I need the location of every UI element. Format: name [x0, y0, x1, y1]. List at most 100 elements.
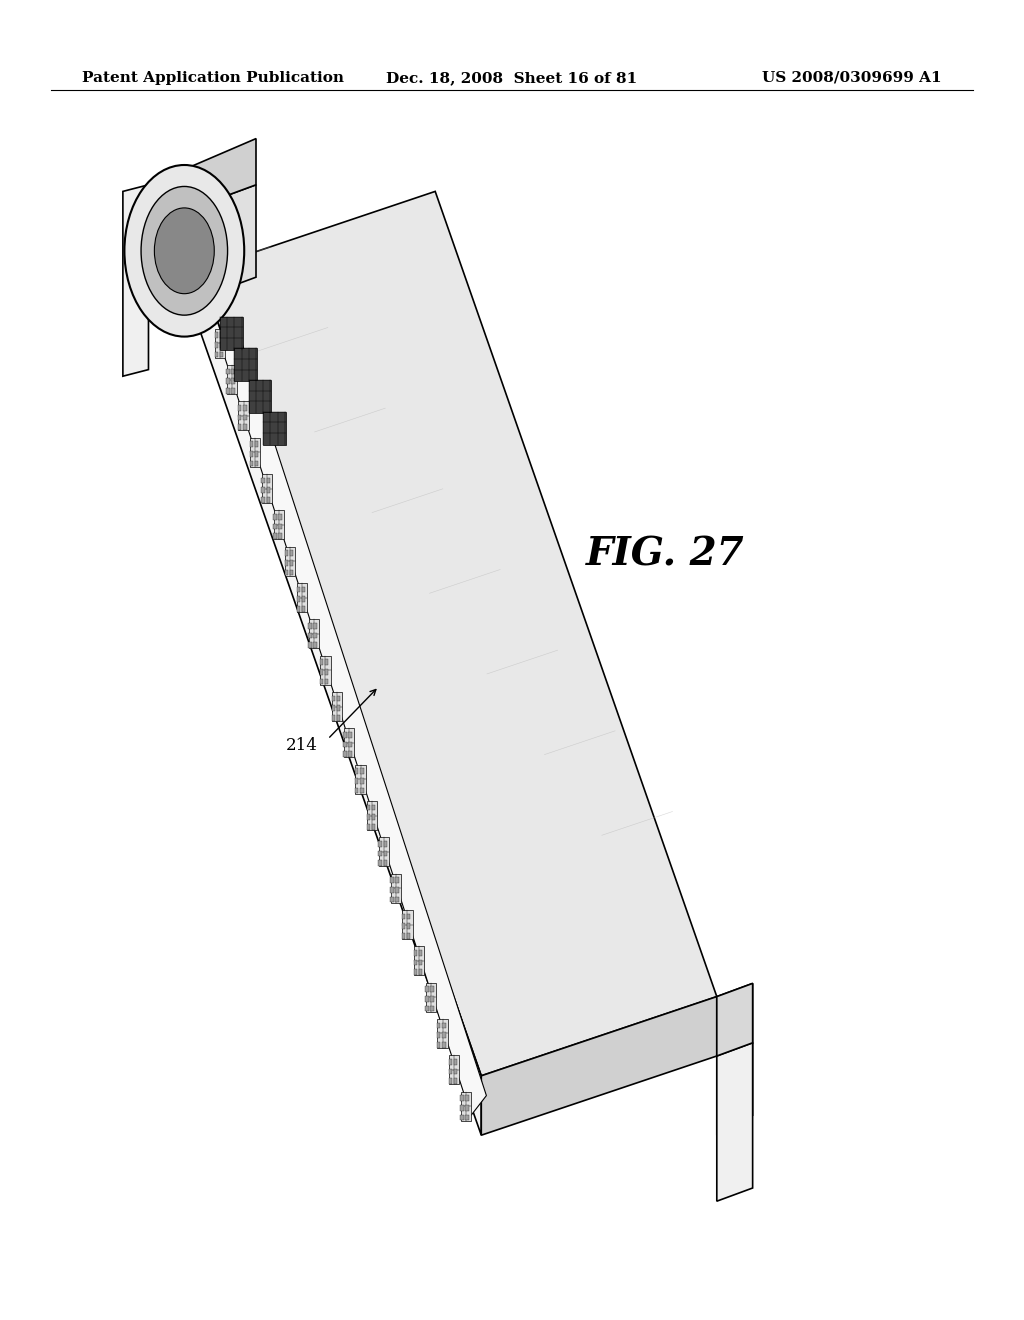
Polygon shape [332, 696, 335, 701]
Polygon shape [402, 909, 413, 939]
Polygon shape [348, 731, 352, 738]
Polygon shape [332, 715, 335, 721]
Ellipse shape [125, 165, 244, 337]
Polygon shape [407, 913, 411, 919]
Polygon shape [348, 742, 352, 747]
Polygon shape [313, 623, 316, 628]
Polygon shape [273, 511, 284, 540]
Polygon shape [449, 1078, 452, 1084]
Polygon shape [461, 1092, 471, 1121]
Text: US 2008/0309699 A1: US 2008/0309699 A1 [763, 71, 942, 84]
Polygon shape [266, 487, 270, 494]
Polygon shape [308, 632, 311, 639]
Polygon shape [148, 185, 256, 317]
Polygon shape [419, 960, 422, 965]
Polygon shape [419, 950, 422, 956]
Polygon shape [384, 861, 387, 866]
Polygon shape [407, 933, 411, 939]
Polygon shape [419, 969, 422, 975]
Polygon shape [442, 1023, 445, 1028]
Polygon shape [308, 623, 311, 628]
Polygon shape [466, 1105, 469, 1110]
Polygon shape [437, 1041, 440, 1048]
Polygon shape [243, 414, 247, 420]
Polygon shape [717, 1043, 753, 1201]
Polygon shape [266, 478, 270, 483]
Polygon shape [123, 185, 148, 376]
Polygon shape [425, 995, 429, 1002]
Polygon shape [302, 606, 305, 611]
Polygon shape [390, 887, 393, 892]
Polygon shape [325, 669, 329, 675]
Polygon shape [390, 878, 393, 883]
Polygon shape [442, 1041, 445, 1048]
Polygon shape [279, 513, 282, 520]
Polygon shape [437, 1019, 447, 1048]
Polygon shape [215, 333, 218, 338]
Polygon shape [360, 788, 364, 793]
Polygon shape [461, 1096, 464, 1101]
Polygon shape [395, 887, 398, 892]
Polygon shape [401, 933, 406, 939]
Polygon shape [466, 1114, 469, 1121]
Polygon shape [234, 348, 257, 381]
Polygon shape [220, 333, 223, 338]
Polygon shape [401, 913, 406, 919]
Polygon shape [401, 923, 406, 929]
Polygon shape [226, 368, 229, 375]
Polygon shape [290, 550, 293, 556]
Polygon shape [238, 414, 242, 420]
Polygon shape [367, 824, 370, 830]
Polygon shape [454, 1059, 457, 1065]
Polygon shape [379, 841, 382, 846]
Polygon shape [454, 1078, 457, 1084]
Polygon shape [379, 861, 382, 866]
Polygon shape [285, 569, 288, 576]
Polygon shape [332, 705, 335, 711]
Polygon shape [430, 1006, 434, 1011]
Polygon shape [255, 451, 258, 457]
Polygon shape [442, 1032, 445, 1038]
Polygon shape [360, 768, 364, 774]
Polygon shape [390, 896, 393, 903]
Polygon shape [308, 643, 311, 648]
Polygon shape [425, 1006, 429, 1011]
Polygon shape [379, 837, 389, 866]
Polygon shape [367, 804, 370, 810]
Polygon shape [325, 659, 329, 665]
Polygon shape [384, 850, 387, 857]
Polygon shape [215, 342, 218, 347]
Polygon shape [343, 731, 347, 738]
Polygon shape [266, 496, 270, 503]
Polygon shape [372, 804, 375, 810]
Text: 214: 214 [286, 738, 318, 754]
Polygon shape [466, 1096, 469, 1101]
Polygon shape [481, 997, 717, 1135]
Polygon shape [226, 366, 237, 395]
Polygon shape [414, 969, 417, 975]
Polygon shape [319, 678, 324, 684]
Polygon shape [302, 597, 305, 602]
Polygon shape [238, 405, 242, 411]
Polygon shape [717, 1043, 753, 1135]
Polygon shape [226, 388, 229, 393]
Polygon shape [255, 441, 258, 447]
Polygon shape [200, 191, 717, 1076]
Polygon shape [337, 696, 340, 701]
Polygon shape [414, 960, 417, 965]
Polygon shape [231, 368, 234, 375]
Polygon shape [279, 524, 282, 529]
Polygon shape [717, 983, 753, 1056]
Polygon shape [355, 764, 366, 793]
Polygon shape [343, 742, 347, 747]
Polygon shape [226, 379, 229, 384]
Polygon shape [360, 777, 364, 784]
Polygon shape [407, 923, 411, 929]
Polygon shape [220, 323, 486, 1115]
Text: Patent Application Publication: Patent Application Publication [82, 71, 344, 84]
Polygon shape [390, 874, 400, 903]
Polygon shape [250, 451, 253, 457]
Polygon shape [220, 351, 223, 358]
Polygon shape [430, 986, 434, 993]
Polygon shape [273, 533, 276, 539]
